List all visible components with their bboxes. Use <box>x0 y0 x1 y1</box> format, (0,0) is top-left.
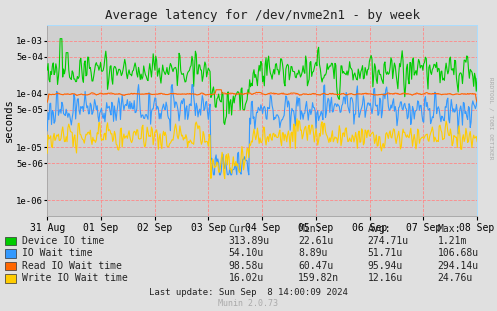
Text: 54.10u: 54.10u <box>229 248 264 258</box>
Text: Last update: Sun Sep  8 14:00:09 2024: Last update: Sun Sep 8 14:00:09 2024 <box>149 288 348 297</box>
Text: 24.76u: 24.76u <box>437 273 473 283</box>
Text: 8.89u: 8.89u <box>298 248 328 258</box>
Y-axis label: seconds: seconds <box>3 99 13 142</box>
Text: Avg:: Avg: <box>368 224 391 234</box>
Text: 22.61u: 22.61u <box>298 236 333 246</box>
Text: Cur:: Cur: <box>229 224 252 234</box>
Text: Munin 2.0.73: Munin 2.0.73 <box>219 299 278 308</box>
Text: 12.16u: 12.16u <box>368 273 403 283</box>
Text: 60.47u: 60.47u <box>298 261 333 271</box>
Text: 16.02u: 16.02u <box>229 273 264 283</box>
Text: 98.58u: 98.58u <box>229 261 264 271</box>
Text: 51.71u: 51.71u <box>368 248 403 258</box>
Text: Max:: Max: <box>437 224 461 234</box>
Text: IO Wait time: IO Wait time <box>22 248 92 258</box>
Text: 1.21m: 1.21m <box>437 236 467 246</box>
Title: Average latency for /dev/nvme2n1 - by week: Average latency for /dev/nvme2n1 - by we… <box>105 9 419 22</box>
Text: 274.71u: 274.71u <box>368 236 409 246</box>
Text: 294.14u: 294.14u <box>437 261 479 271</box>
Text: 106.68u: 106.68u <box>437 248 479 258</box>
Text: RRDTOOL / TOBI OETIKER: RRDTOOL / TOBI OETIKER <box>489 77 494 160</box>
Text: Min:: Min: <box>298 224 322 234</box>
Text: Write IO Wait time: Write IO Wait time <box>22 273 128 283</box>
Text: Device IO time: Device IO time <box>22 236 104 246</box>
Text: Read IO Wait time: Read IO Wait time <box>22 261 122 271</box>
Text: 159.82n: 159.82n <box>298 273 339 283</box>
Text: 95.94u: 95.94u <box>368 261 403 271</box>
Text: 313.89u: 313.89u <box>229 236 270 246</box>
